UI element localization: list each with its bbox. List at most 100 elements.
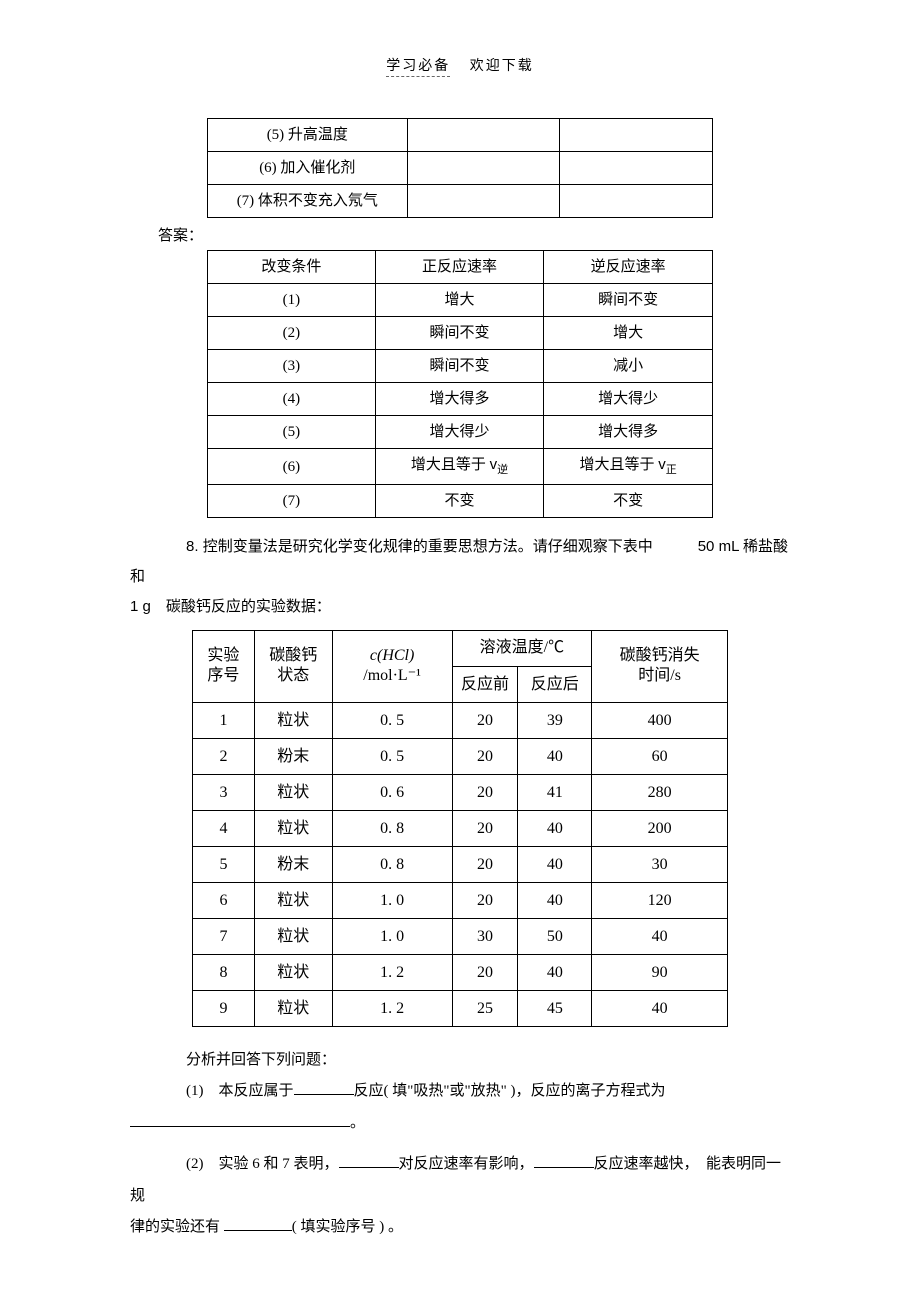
- table-row: (4) 增大得多 增大得少: [208, 383, 713, 416]
- cell: 20: [452, 738, 518, 774]
- cell: 20: [452, 882, 518, 918]
- cell: 0. 8: [332, 810, 452, 846]
- text: 实验: [207, 647, 239, 664]
- table-header-row: 改变条件 正反应速率 逆反应速率: [208, 251, 713, 284]
- text: v: [490, 456, 498, 473]
- cell: 瞬间不变: [544, 284, 713, 317]
- cell: 粒状: [254, 882, 332, 918]
- answer-table: 改变条件 正反应速率 逆反应速率 (1) 增大 瞬间不变 (2) 瞬间不变 增大…: [207, 250, 713, 518]
- cell: 逆反应速率: [544, 251, 713, 284]
- cell: 1: [193, 702, 255, 738]
- table-row: (7) 不变 不变: [208, 484, 713, 517]
- cell: 瞬间不变: [375, 317, 544, 350]
- header-cell: 实验 序号: [193, 630, 255, 702]
- table-row: 3粒状0. 62041280: [193, 774, 728, 810]
- cell: (3): [208, 350, 376, 383]
- cell: 减小: [544, 350, 713, 383]
- cell: [407, 119, 560, 152]
- cell: (5): [208, 416, 376, 449]
- table-row: (5) 升高温度: [208, 119, 713, 152]
- text: 律的实验还有: [130, 1219, 224, 1235]
- answer-label: 答案：: [158, 224, 790, 248]
- cell: (4): [208, 383, 376, 416]
- cell: 45: [518, 990, 592, 1026]
- table-row: (6) 增大且等于 v逆 增大且等于 v正: [208, 449, 713, 485]
- cell: 39: [518, 702, 592, 738]
- text: 。: [350, 1115, 365, 1131]
- question-8-line1: 8. 控制变量法是研究化学变化规律的重要思想方法。请仔细观察下表中 50 mL …: [130, 532, 790, 592]
- cell: 0. 5: [332, 702, 452, 738]
- blank-field: [130, 1109, 350, 1127]
- cell: 粒状: [254, 954, 332, 990]
- table-row: 7粒状1. 0305040: [193, 918, 728, 954]
- cell: 正反应速率: [375, 251, 544, 284]
- cell: 1. 0: [332, 918, 452, 954]
- table-row: (7) 体积不变充入氖气: [208, 185, 713, 218]
- question-1-blank: 。: [130, 1108, 790, 1140]
- cell: 改变条件: [208, 251, 376, 284]
- cell: 2: [193, 738, 255, 774]
- cell: 20: [452, 846, 518, 882]
- blank-field: [339, 1150, 399, 1168]
- cell: (2): [208, 317, 376, 350]
- table-row: 8粒状1. 2204090: [193, 954, 728, 990]
- cell: 90: [592, 954, 728, 990]
- text: 控制变量法是研究化学变化规律的重要思想方法。请仔细观察下表中: [203, 539, 653, 555]
- header-right: 欢迎下载: [470, 59, 534, 74]
- cell: 增大且等于 v正: [544, 449, 713, 485]
- header-left: 学习必备: [386, 59, 450, 77]
- cell: 60: [592, 738, 728, 774]
- text: (2) 实验 6 和 7 表明，: [186, 1156, 339, 1172]
- cell: 120: [592, 882, 728, 918]
- cell: 3: [193, 774, 255, 810]
- text: v: [658, 456, 666, 473]
- cell: 40: [518, 954, 592, 990]
- cell: [560, 152, 713, 185]
- text: 序号: [207, 667, 239, 684]
- table-row: 9粒状1. 2254540: [193, 990, 728, 1026]
- table-row: (5) 增大得少 增大得多: [208, 416, 713, 449]
- cell: 0. 6: [332, 774, 452, 810]
- header-cell: 反应前: [452, 666, 518, 702]
- cell: 粒状: [254, 990, 332, 1026]
- text: 1 g 碳酸钙反应的实验数据：: [130, 598, 331, 615]
- questions-intro: 分析并回答下列问题：: [130, 1045, 790, 1077]
- cell: 20: [452, 810, 518, 846]
- blank-field: [294, 1077, 354, 1095]
- cell: (7): [208, 484, 376, 517]
- cell: 增大: [544, 317, 713, 350]
- cell: 280: [592, 774, 728, 810]
- cell: 1. 2: [332, 990, 452, 1026]
- cell: 粒状: [254, 774, 332, 810]
- table-row: 2粉末0. 5204060: [193, 738, 728, 774]
- table-row: 5粉末0. 8204030: [193, 846, 728, 882]
- header-cell: 反应后: [518, 666, 592, 702]
- cell: 8: [193, 954, 255, 990]
- cell: 粉末: [254, 846, 332, 882]
- cell: 50: [518, 918, 592, 954]
- cell: 增大: [375, 284, 544, 317]
- experiment-data-table: 实验 序号 碳酸钙 状态 c(HCl) /mol·L⁻¹ 溶液温度/℃ 碳酸钙消…: [192, 630, 728, 1027]
- cell: 瞬间不变: [375, 350, 544, 383]
- questions-block: 分析并回答下列问题： (1) 本反应属于反应( 填"吸热"或"放热" )，反应的…: [130, 1045, 790, 1244]
- cell: [560, 119, 713, 152]
- header-cell: 溶液温度/℃: [452, 630, 592, 666]
- text: 对反应速率有影响，: [399, 1156, 534, 1172]
- table-row: (1) 增大 瞬间不变: [208, 284, 713, 317]
- table-row: 1粒状0. 52039400: [193, 702, 728, 738]
- text: 碳酸钙: [269, 647, 317, 664]
- text: 状态: [277, 667, 309, 684]
- text: ( 填实验序号 ) 。: [292, 1219, 403, 1235]
- cell: 增大得少: [544, 383, 713, 416]
- cell: 增大得多: [544, 416, 713, 449]
- text: 时间/s: [638, 667, 681, 684]
- blank-field: [534, 1150, 594, 1168]
- cell: 40: [592, 918, 728, 954]
- question-2-line1: (2) 实验 6 和 7 表明，对反应速率有影响，反应速率越快， 能表明同一规: [130, 1149, 790, 1212]
- cell: 0. 5: [332, 738, 452, 774]
- header-cell: 碳酸钙 状态: [254, 630, 332, 702]
- text: 反应( 填"吸热"或"放热" )，反应的离子方程式为: [354, 1083, 666, 1099]
- question-8-line2: 1 g 碳酸钙反应的实验数据：: [130, 592, 790, 622]
- table-header-row: 实验 序号 碳酸钙 状态 c(HCl) /mol·L⁻¹ 溶液温度/℃ 碳酸钙消…: [193, 630, 728, 666]
- cell: (5) 升高温度: [208, 119, 408, 152]
